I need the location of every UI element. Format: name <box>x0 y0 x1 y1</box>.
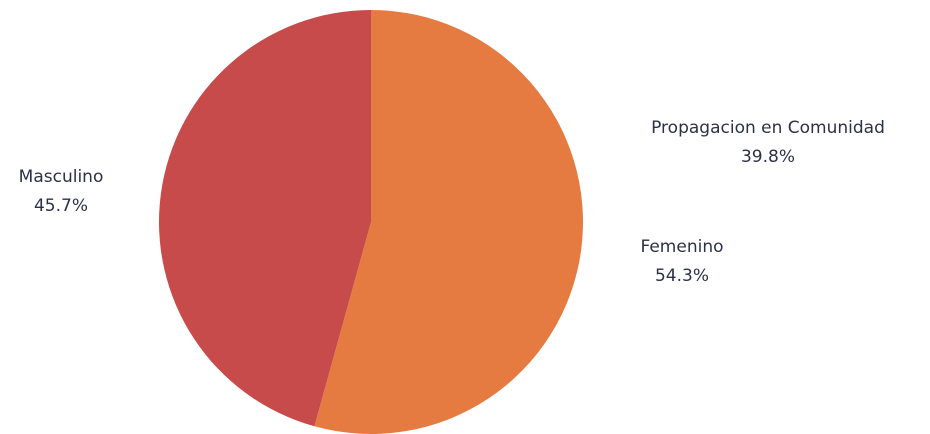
label-masculino: Masculino <box>19 167 104 187</box>
pie-slices <box>158 10 583 434</box>
value-propagacion: 39.8% <box>741 147 795 167</box>
label-propagacion: Propagacion en Comunidad <box>651 118 885 138</box>
value-masculino: 45.7% <box>34 196 88 216</box>
pie-slice-masculino <box>158 10 371 427</box>
pie-slice-femenino <box>314 10 583 434</box>
value-femenino: 54.3% <box>655 266 709 286</box>
label-femenino: Femenino <box>641 237 724 257</box>
